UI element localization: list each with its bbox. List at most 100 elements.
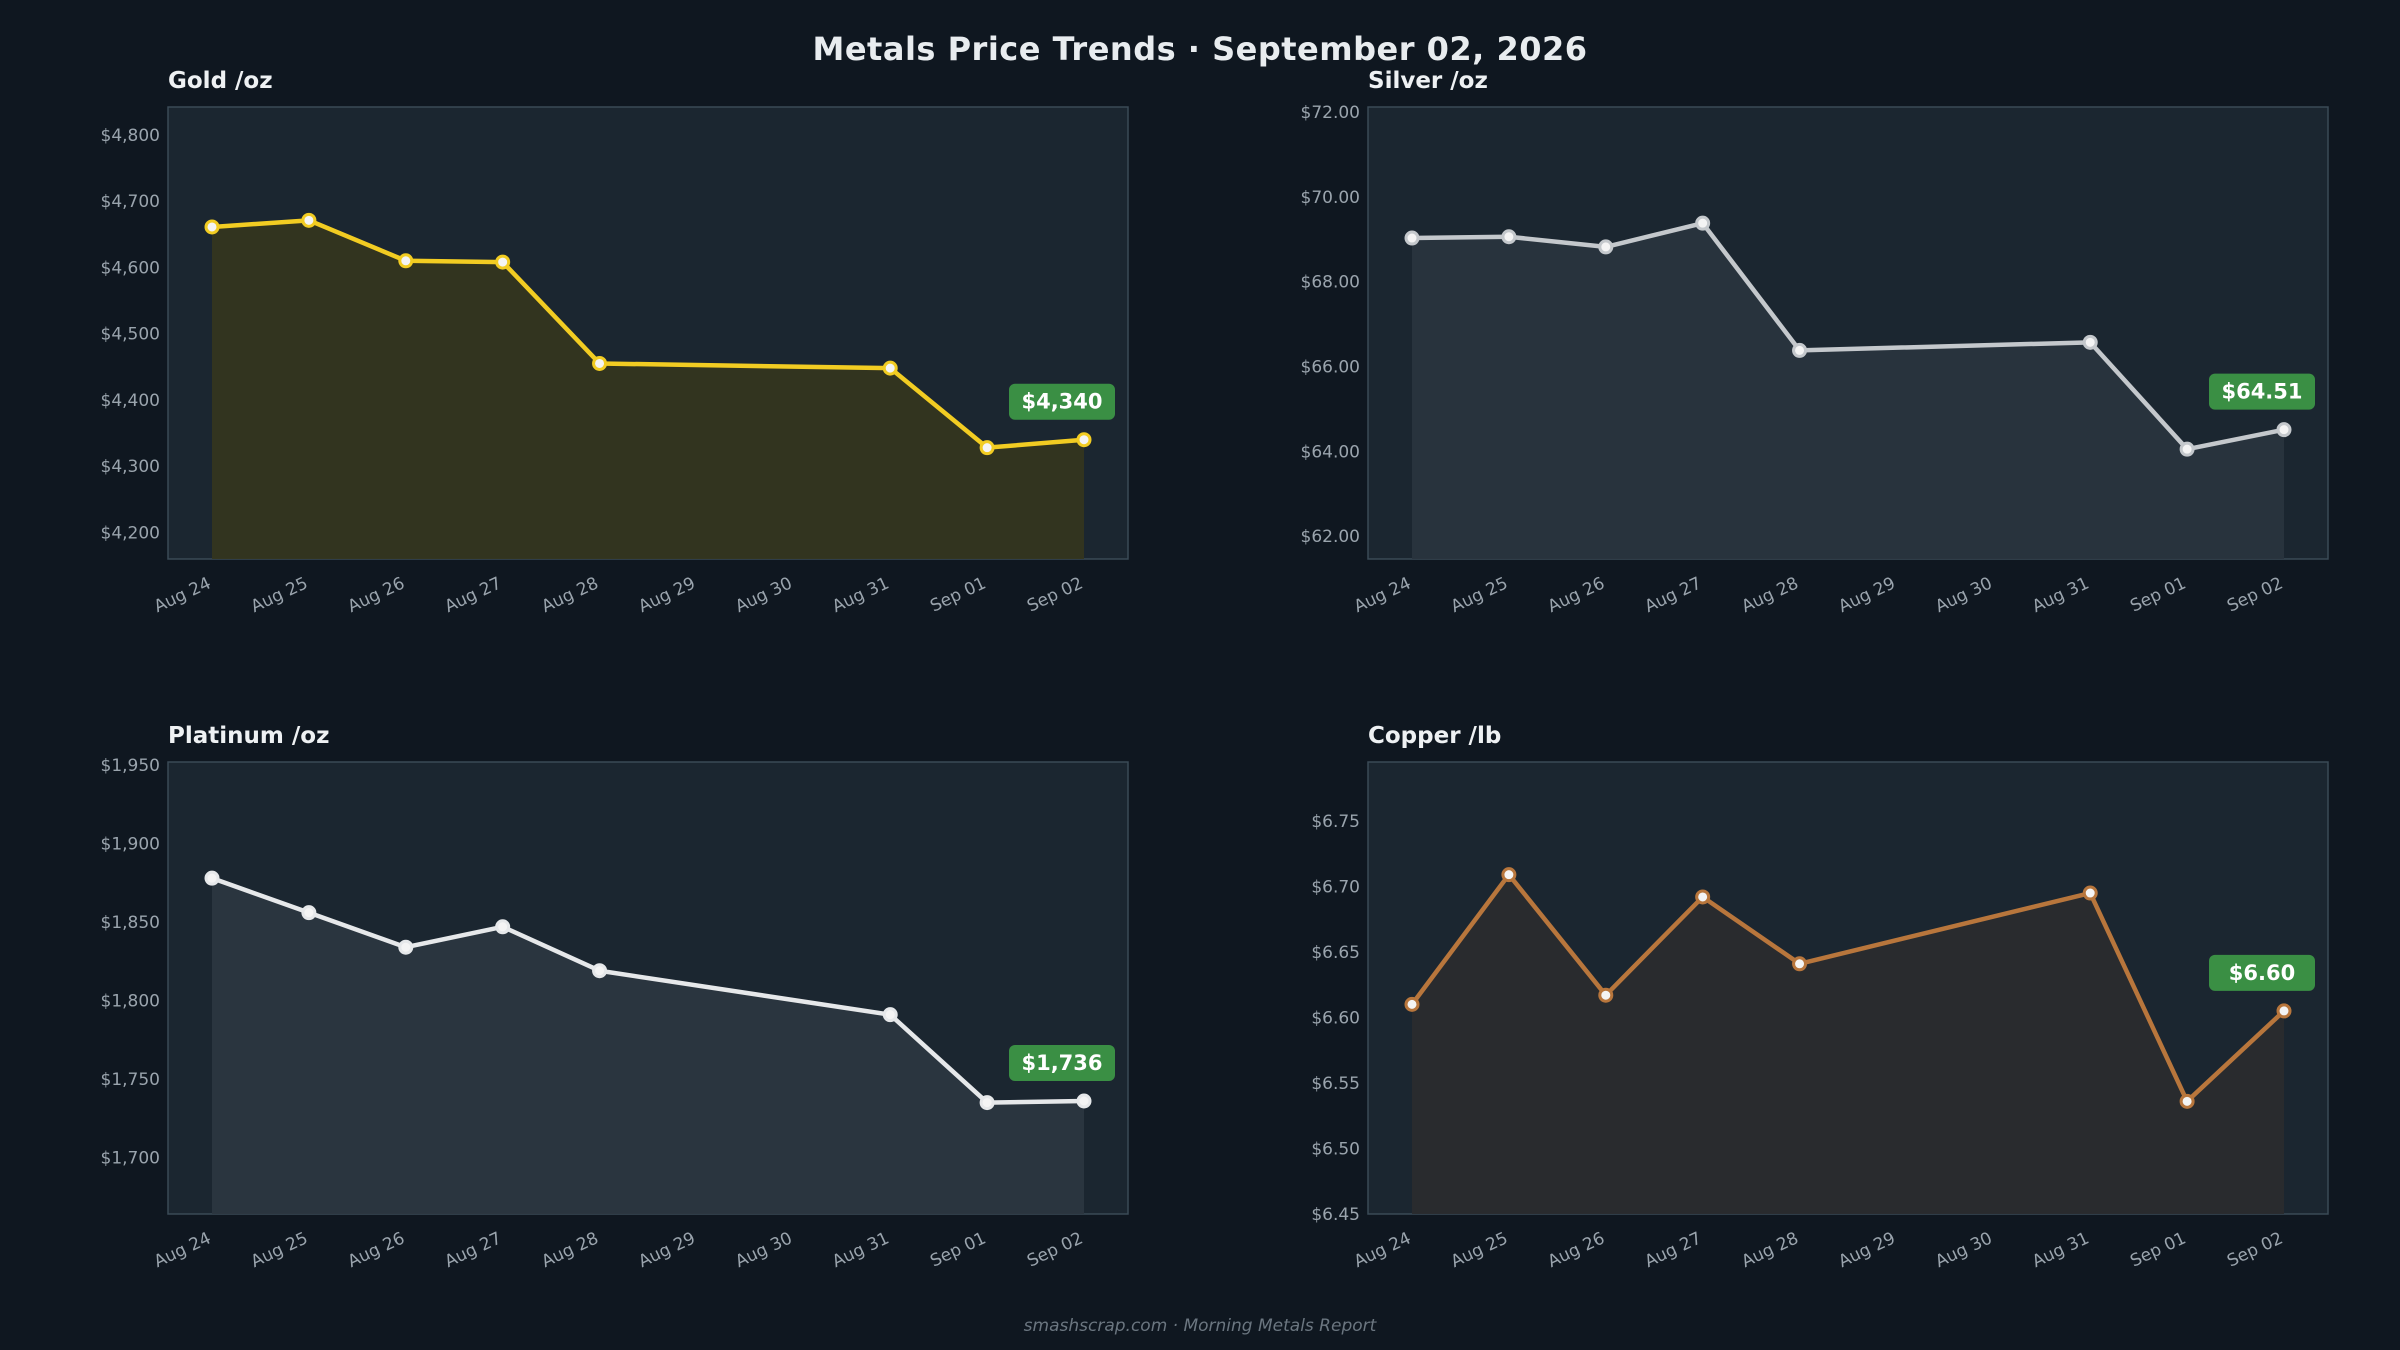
data-point: [1076, 1093, 1092, 1109]
area-fill: [212, 220, 1084, 560]
y-tick-label: $6.45: [1311, 1205, 1360, 1225]
x-tick-label: Aug 26: [345, 573, 408, 617]
chart-title: Copper /lb: [1368, 723, 1501, 749]
data-point: [592, 355, 608, 371]
data-point: [204, 219, 220, 235]
latest-price-label: $6.60: [2229, 961, 2295, 985]
x-tick-label: Aug 24: [151, 573, 214, 617]
x-tick-label: Aug 25: [248, 573, 311, 617]
y-tick-label: $64.00: [1301, 442, 1360, 462]
data-point: [1501, 867, 1517, 883]
area-fill: [1412, 874, 2284, 1214]
chart-panel-1: Gold /oz $4,200 $4,300 $4,400 $4,500 $4,600 $4…: [101, 68, 1129, 617]
x-tick-label: Aug 25: [248, 1228, 311, 1272]
data-point: [2082, 334, 2098, 350]
chart-panel-3: Platinum /oz $1,700 $1,750 $1,800 $1,850 $1,9…: [101, 723, 1129, 1272]
latest-price-badge: $6.60: [2209, 954, 2315, 991]
data-point: [1695, 215, 1711, 231]
x-tick-label: Aug 31: [829, 1228, 892, 1272]
x-tick-label: Aug 27: [1642, 573, 1705, 617]
y-tick-label: $62.00: [1301, 527, 1360, 547]
y-tick-label: $4,600: [101, 258, 160, 278]
data-point: [1792, 342, 1808, 358]
x-tick-label: Sep 02: [1024, 1228, 1086, 1271]
y-tick-label: $1,750: [101, 1070, 160, 1090]
area-fill: [1412, 223, 2284, 559]
x-tick-label: Aug 30: [1932, 573, 1995, 617]
data-point: [592, 963, 608, 979]
area-fill: [212, 878, 1084, 1214]
chart-title: Silver /oz: [1368, 68, 1488, 94]
footer-credit: smashscrap.com · Morning Metals Report: [1023, 1316, 1377, 1336]
badge-background: [1009, 383, 1115, 420]
series-line: [211, 218, 1085, 450]
x-tick-label: Aug 29: [1836, 1228, 1899, 1272]
x-tick-label: Sep 02: [2224, 573, 2286, 616]
series-line: [211, 876, 1085, 1105]
data-point: [2276, 422, 2292, 438]
badge-background: [1009, 1045, 1115, 1081]
chart-title: Platinum /oz: [168, 723, 329, 749]
latest-price-badge: $64.51: [2209, 373, 2315, 410]
y-tick-label: $4,400: [101, 391, 160, 411]
data-point: [301, 212, 317, 228]
x-tick-label: Sep 01: [2127, 1228, 2189, 1271]
y-tick-label: $6.75: [1311, 812, 1360, 832]
y-tick-label: $68.00: [1301, 273, 1360, 293]
chart-panel-2: Silver /oz $62.00 $64.00 $66.00 $68.00 $70.00…: [1301, 68, 2329, 617]
page-title: Metals Price Trends · September 02, 2026: [812, 30, 1588, 68]
latest-price-label: $4,340: [1021, 390, 1102, 414]
x-tick-label: Aug 31: [829, 573, 892, 617]
x-tick-label: Sep 01: [2127, 573, 2189, 616]
x-tick-label: Aug 31: [2029, 1228, 2092, 1272]
x-tick-label: Aug 30: [732, 573, 795, 617]
x-tick-label: Aug 28: [539, 573, 602, 617]
data-point: [398, 253, 414, 269]
y-tick-label: $4,300: [101, 457, 160, 477]
data-point: [2179, 441, 2195, 457]
x-tick-label: Aug 26: [345, 1228, 408, 1272]
data-point: [1404, 230, 1420, 246]
data-point: [979, 440, 995, 456]
x-tick-label: Aug 30: [1932, 1228, 1995, 1272]
y-tick-label: $1,850: [101, 913, 160, 933]
latest-price-badge: $1,736: [1009, 1045, 1115, 1081]
data-point: [882, 360, 898, 376]
y-tick-label: $1,800: [101, 992, 160, 1012]
x-tick-label: Aug 26: [1545, 573, 1608, 617]
latest-price-label: $1,736: [1021, 1051, 1102, 1075]
x-tick-label: Aug 25: [1448, 1228, 1511, 1272]
y-tick-label: $6.65: [1311, 943, 1360, 963]
latest-price-badge: $4,340: [1009, 383, 1115, 420]
y-tick-label: $6.70: [1311, 877, 1360, 897]
x-tick-label: Sep 02: [1024, 573, 1086, 616]
x-tick-label: Aug 29: [636, 1228, 699, 1272]
x-tick-label: Sep 02: [2224, 1228, 2286, 1271]
x-tick-label: Sep 01: [927, 1228, 989, 1271]
x-tick-label: Aug 27: [442, 573, 505, 617]
latest-price-label: $64.51: [2221, 380, 2302, 404]
y-tick-label: $4,200: [101, 523, 160, 543]
x-tick-label: Aug 28: [1739, 1228, 1802, 1272]
badge-background: [2209, 954, 2315, 991]
chart-title: Gold /oz: [168, 68, 273, 94]
y-tick-label: $70.00: [1301, 188, 1360, 208]
y-tick-label: $1,950: [101, 756, 160, 776]
y-tick-label: $66.00: [1301, 357, 1360, 377]
y-tick-label: $4,500: [101, 325, 160, 345]
data-point: [1501, 229, 1517, 245]
y-tick-label: $6.50: [1311, 1139, 1360, 1159]
y-tick-label: $6.55: [1311, 1074, 1360, 1094]
y-tick-label: $4,700: [101, 192, 160, 212]
x-tick-label: Aug 24: [1351, 1228, 1414, 1272]
x-tick-label: Aug 27: [1642, 1228, 1705, 1272]
data-point: [1792, 956, 1808, 972]
data-point: [495, 254, 511, 270]
data-point: [301, 905, 317, 921]
data-point: [1076, 432, 1092, 448]
series-line: [1411, 220, 2285, 452]
data-point: [1598, 239, 1614, 255]
x-tick-label: Aug 28: [539, 1228, 602, 1272]
data-point: [204, 870, 220, 886]
